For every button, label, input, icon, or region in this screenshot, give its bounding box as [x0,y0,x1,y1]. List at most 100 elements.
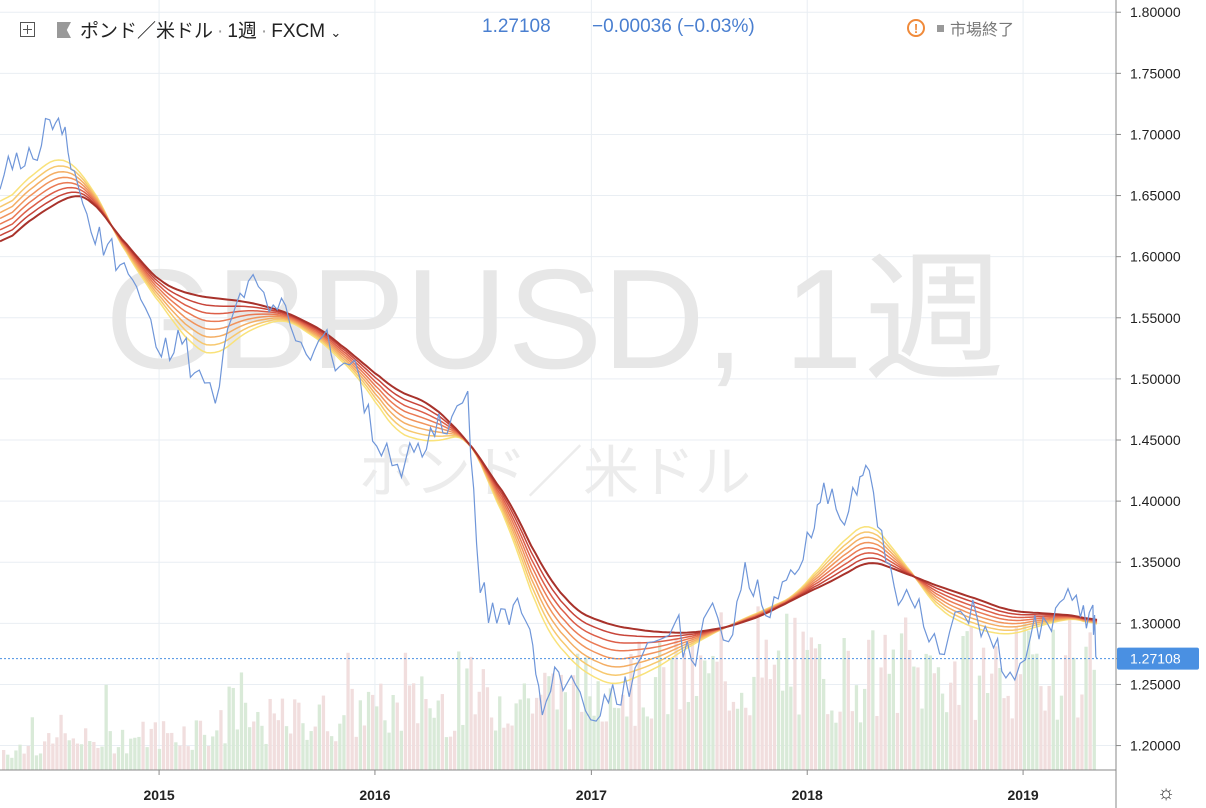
volume-bar [916,667,920,770]
volume-bar [1043,710,1047,770]
volume-bar [678,709,682,770]
volume-bar [498,696,502,770]
volume-bar [366,691,371,770]
volume-bar [1027,630,1031,770]
volume-bar [666,714,670,770]
volume-bar [330,736,334,770]
volume-bar [92,741,96,770]
volume-bar [399,730,403,770]
volume-bar [981,647,986,770]
volume-bar [875,716,879,770]
volume-bar [55,737,59,770]
current-price-tag [1117,647,1199,670]
volume-bar [764,639,768,770]
expand-icon[interactable] [20,19,35,41]
volume-bar [129,738,133,770]
volume-bar [157,748,162,770]
volume-bar [904,617,908,770]
volume-bar [1072,657,1076,770]
time-axis[interactable]: 2015 2016 2017 2018 2019 [144,770,1039,803]
volume-bar [1092,669,1096,770]
volume-bar [563,692,567,770]
interval-label: 1週 [227,21,257,42]
volume-bar [227,686,231,770]
volume-bar [219,710,223,770]
volume-bar [858,722,863,770]
volume-bar [502,727,506,770]
volume-bar [473,714,477,770]
volume-bar [813,648,818,770]
volume-bar [485,687,490,770]
volume-bar [703,660,707,770]
volume-bar [928,655,932,770]
volume-bar [863,688,867,770]
volume-bar [215,730,219,770]
volume-bar [740,692,744,770]
volume-bar [645,716,649,770]
volume-bar [998,667,1002,770]
volume-bar [1039,686,1043,770]
volume-bar [289,733,293,770]
volume-bar [489,717,494,770]
volume-bar [194,720,198,770]
volume-bar [949,682,953,770]
volume-bar [403,652,408,770]
volume-bar [768,679,772,770]
chevron-down-icon[interactable]: ⌄ [330,25,342,40]
y-tick-label: 1.45000 [1130,432,1181,448]
volume-bar [539,694,543,770]
volume-bar [977,675,982,770]
settings-gear-icon[interactable]: ☼ [1156,782,1176,804]
volume-bar [120,729,125,770]
volume-bar [43,741,47,770]
x-tick-label: 2019 [1008,787,1039,803]
volume-bar [826,714,830,770]
volume-bar [79,744,84,770]
volume-bar [293,699,297,770]
volume-bar [256,711,260,770]
watermark: GBPUSD, 1週 ポンド／米ドル [105,240,1005,504]
volume-bar [936,667,941,770]
volume-bar [6,754,10,770]
volume-bar [957,704,961,770]
volume-bar [153,722,157,770]
x-tick-label: 2017 [576,787,607,803]
y-tick-label: 1.25000 [1130,676,1181,692]
volume-bar [1002,698,1006,770]
volume-bar [699,655,703,770]
volume-bar [67,740,71,770]
price-axis[interactable]: 1.80000 1.75000 1.70000 1.65000 1.60000 1.550… [1116,4,1199,754]
volume-bar [166,733,170,770]
volume-bar [252,721,256,770]
volume-bar [1063,655,1068,770]
y-tick-label: 1.30000 [1130,615,1181,631]
volume-bar [781,690,785,770]
volume-bar [30,717,34,770]
volume-bar [354,736,358,770]
volume-bar [453,730,457,770]
volume-bar [174,742,178,770]
volume-bar [871,630,875,770]
volume-bar [817,644,822,770]
exchange-label: FXCM [271,21,326,42]
price-line [0,116,1098,722]
volume-bar [711,655,715,770]
header-separator: · [217,21,224,42]
volume-bar [940,693,945,770]
volume-bar [186,746,190,770]
market-status[interactable]: ! 市場終了 [906,16,1014,40]
volume-bar [735,708,740,770]
volume-bar [694,695,699,770]
symbol-title[interactable]: ポンド／米ドル · 1週 · FXCM ⌄ [80,16,341,43]
volume-bar [522,683,526,770]
volume-bar [125,753,129,770]
volume-bar [719,612,723,770]
volume-bar [22,753,26,770]
volume-bar [170,732,174,770]
volume-bar [391,695,395,770]
volume-bar [559,674,563,770]
volume-bar [375,706,379,770]
volume-bar [908,649,912,770]
volume-bar [830,710,834,770]
